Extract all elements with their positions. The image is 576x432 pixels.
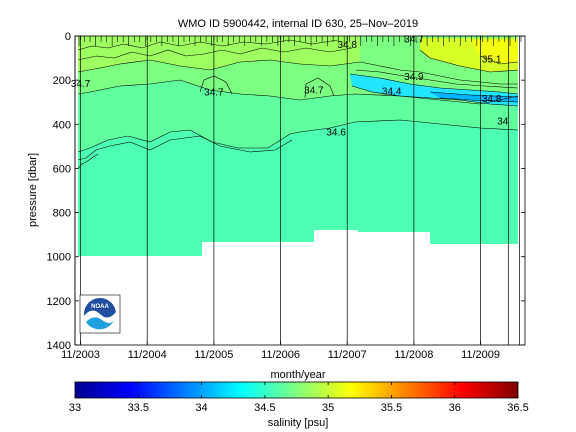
y-tick-label: 0 — [65, 31, 71, 43]
contour-saline-3 — [359, 61, 518, 85]
x-axis-label: month/year — [270, 369, 325, 381]
colorbar-ticks: 33 33.5 34 34.5 35 35.5 36 36.5 — [69, 382, 529, 414]
y-axis: 0 200 400 600 800 1000 1200 1400 — [47, 31, 525, 352]
plot-frame — [74, 35, 526, 346]
contour-surface-c — [77, 39, 339, 51]
contour-label: 34.9 — [404, 72, 424, 83]
colorbar-tick-label: 33 — [69, 402, 81, 414]
contour-label: 34.7 — [71, 79, 91, 90]
contour-label: 34.6 — [326, 127, 346, 138]
x-axis: 11/2003 11/2004 11/2005 11/2006 11/2007 11/20… — [61, 36, 500, 361]
high-salinity-surface-core — [470, 40, 518, 64]
contour-label: 34.7 — [404, 35, 424, 46]
y-tick-label: 200 — [53, 75, 71, 87]
colorbar-tick-label: 36.5 — [507, 402, 528, 414]
y-axis-label: pressure [dbar] — [27, 153, 39, 227]
colorbar-tick-label: 36 — [449, 402, 461, 414]
salinity-field — [78, 36, 518, 256]
contour-34-6 — [77, 119, 519, 153]
x-tick-label: 11/2009 — [461, 349, 500, 361]
contour-label: 34 — [497, 116, 509, 127]
colorbar-tick-label: 34.5 — [254, 402, 275, 414]
x-tick-label: 11/2003 — [61, 349, 100, 361]
contour-lens-core — [429, 91, 519, 103]
y-tick-label: 1200 — [47, 296, 71, 308]
y-tick-label: 1400 — [47, 340, 71, 352]
contour-surface-a — [77, 59, 361, 73]
contour-lines — [77, 39, 519, 169]
y-tick-label: 600 — [53, 163, 71, 175]
colorbar-tick-label: 34 — [195, 402, 207, 414]
contour-saline-1 — [419, 49, 519, 73]
contour-label: 35.1 — [482, 54, 502, 65]
colorbar — [74, 381, 519, 399]
chart-title: WMO ID 5900442, internal ID 630, 25–Nov–… — [178, 18, 418, 30]
surface-profile-ticks — [78, 36, 522, 46]
colorbar-tick-label: 33.5 — [128, 402, 149, 414]
contour-bump-right — [304, 77, 335, 99]
x-tick-label: 11/2006 — [261, 349, 300, 361]
y-tick-label: 1000 — [47, 252, 71, 264]
contour-lens-inner — [351, 85, 519, 107]
contour-label: 34.8 — [337, 40, 357, 51]
contour-34-7 — [77, 79, 519, 105]
contour-label: 34.8 — [482, 94, 502, 105]
contour-labels: 34.7 34.7 34.7 34.4 34.6 34.8 34.7 34.9 35.1 34.8… — [71, 35, 509, 139]
colorbar-label: salinity [psu] — [268, 417, 329, 429]
contour-label: 34.7 — [304, 85, 324, 96]
noaa-logo: NOAA — [79, 294, 121, 334]
colorbar-tick-label: 35.5 — [381, 402, 402, 414]
contour-34-6-deep — [77, 135, 293, 161]
svg-text:NOAA: NOAA — [91, 304, 109, 310]
contour-lens-outer — [349, 73, 519, 95]
surface-mixed-zone — [78, 36, 360, 72]
x-tick-label: 11/2007 — [328, 349, 367, 361]
contour-label: 34.4 — [382, 86, 402, 97]
x-tick-label: 11/2008 — [394, 349, 433, 361]
contour-saline-2 — [479, 55, 519, 65]
contour-surface-b — [77, 47, 353, 61]
low-salinity-core — [430, 92, 518, 102]
y-tick-label: 800 — [53, 208, 71, 220]
y-tick-label: 400 — [53, 119, 71, 131]
contour-saline-4 — [355, 69, 519, 89]
x-tick-label: 11/2004 — [128, 349, 167, 361]
contour-label: 34.7 — [204, 88, 224, 99]
colorbar-tick-label: 35 — [322, 402, 334, 414]
x-tick-label: 11/2005 — [194, 349, 233, 361]
